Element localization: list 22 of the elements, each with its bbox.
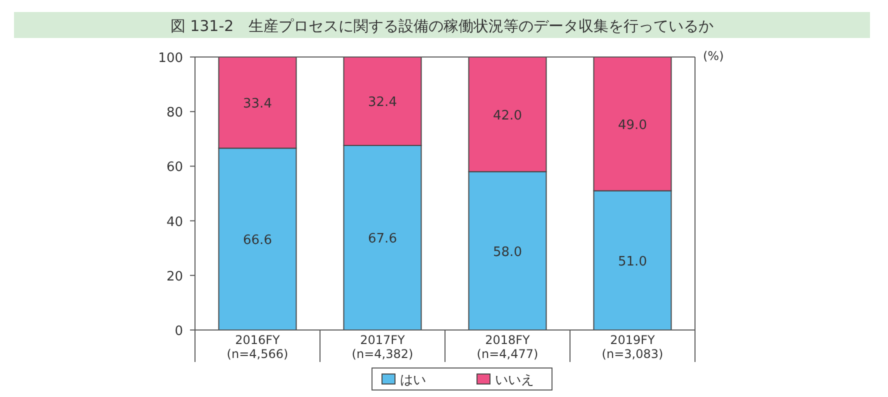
x-tick-label: 2018FY (n=4,477) (476, 333, 538, 361)
y-tick-label: 80 (166, 106, 183, 121)
y-tick-label: 40 (166, 214, 183, 230)
x-tick-label: 2016FY (n=4,566) (226, 333, 288, 361)
legend-label: はい (400, 373, 426, 388)
data-label: 32.4 (368, 95, 397, 110)
data-label: 49.0 (618, 118, 647, 133)
chart-title: 図 131-2 生産プロセスに関する設備の稼働状況等のデータ収集を行っているか (170, 17, 714, 35)
y-tick-label: 0 (174, 324, 183, 339)
data-label: 33.4 (243, 96, 272, 112)
y-tick-label: 60 (166, 160, 183, 176)
y-tick-label: 100 (158, 51, 183, 66)
y-axis-title: (%) (703, 49, 724, 63)
x-tick-label: 2017FY (n=4,382) (352, 333, 414, 361)
legend-label: いいえ (495, 373, 534, 388)
data-label: 67.6 (368, 232, 397, 247)
data-label: 42.0 (493, 108, 522, 124)
x-tick-label: 2019FY (n=3,083) (602, 333, 664, 361)
data-label: 58.0 (493, 244, 522, 260)
data-label: 51.0 (618, 254, 647, 270)
y-tick-label: 20 (166, 269, 183, 284)
data-label: 66.6 (243, 233, 272, 248)
